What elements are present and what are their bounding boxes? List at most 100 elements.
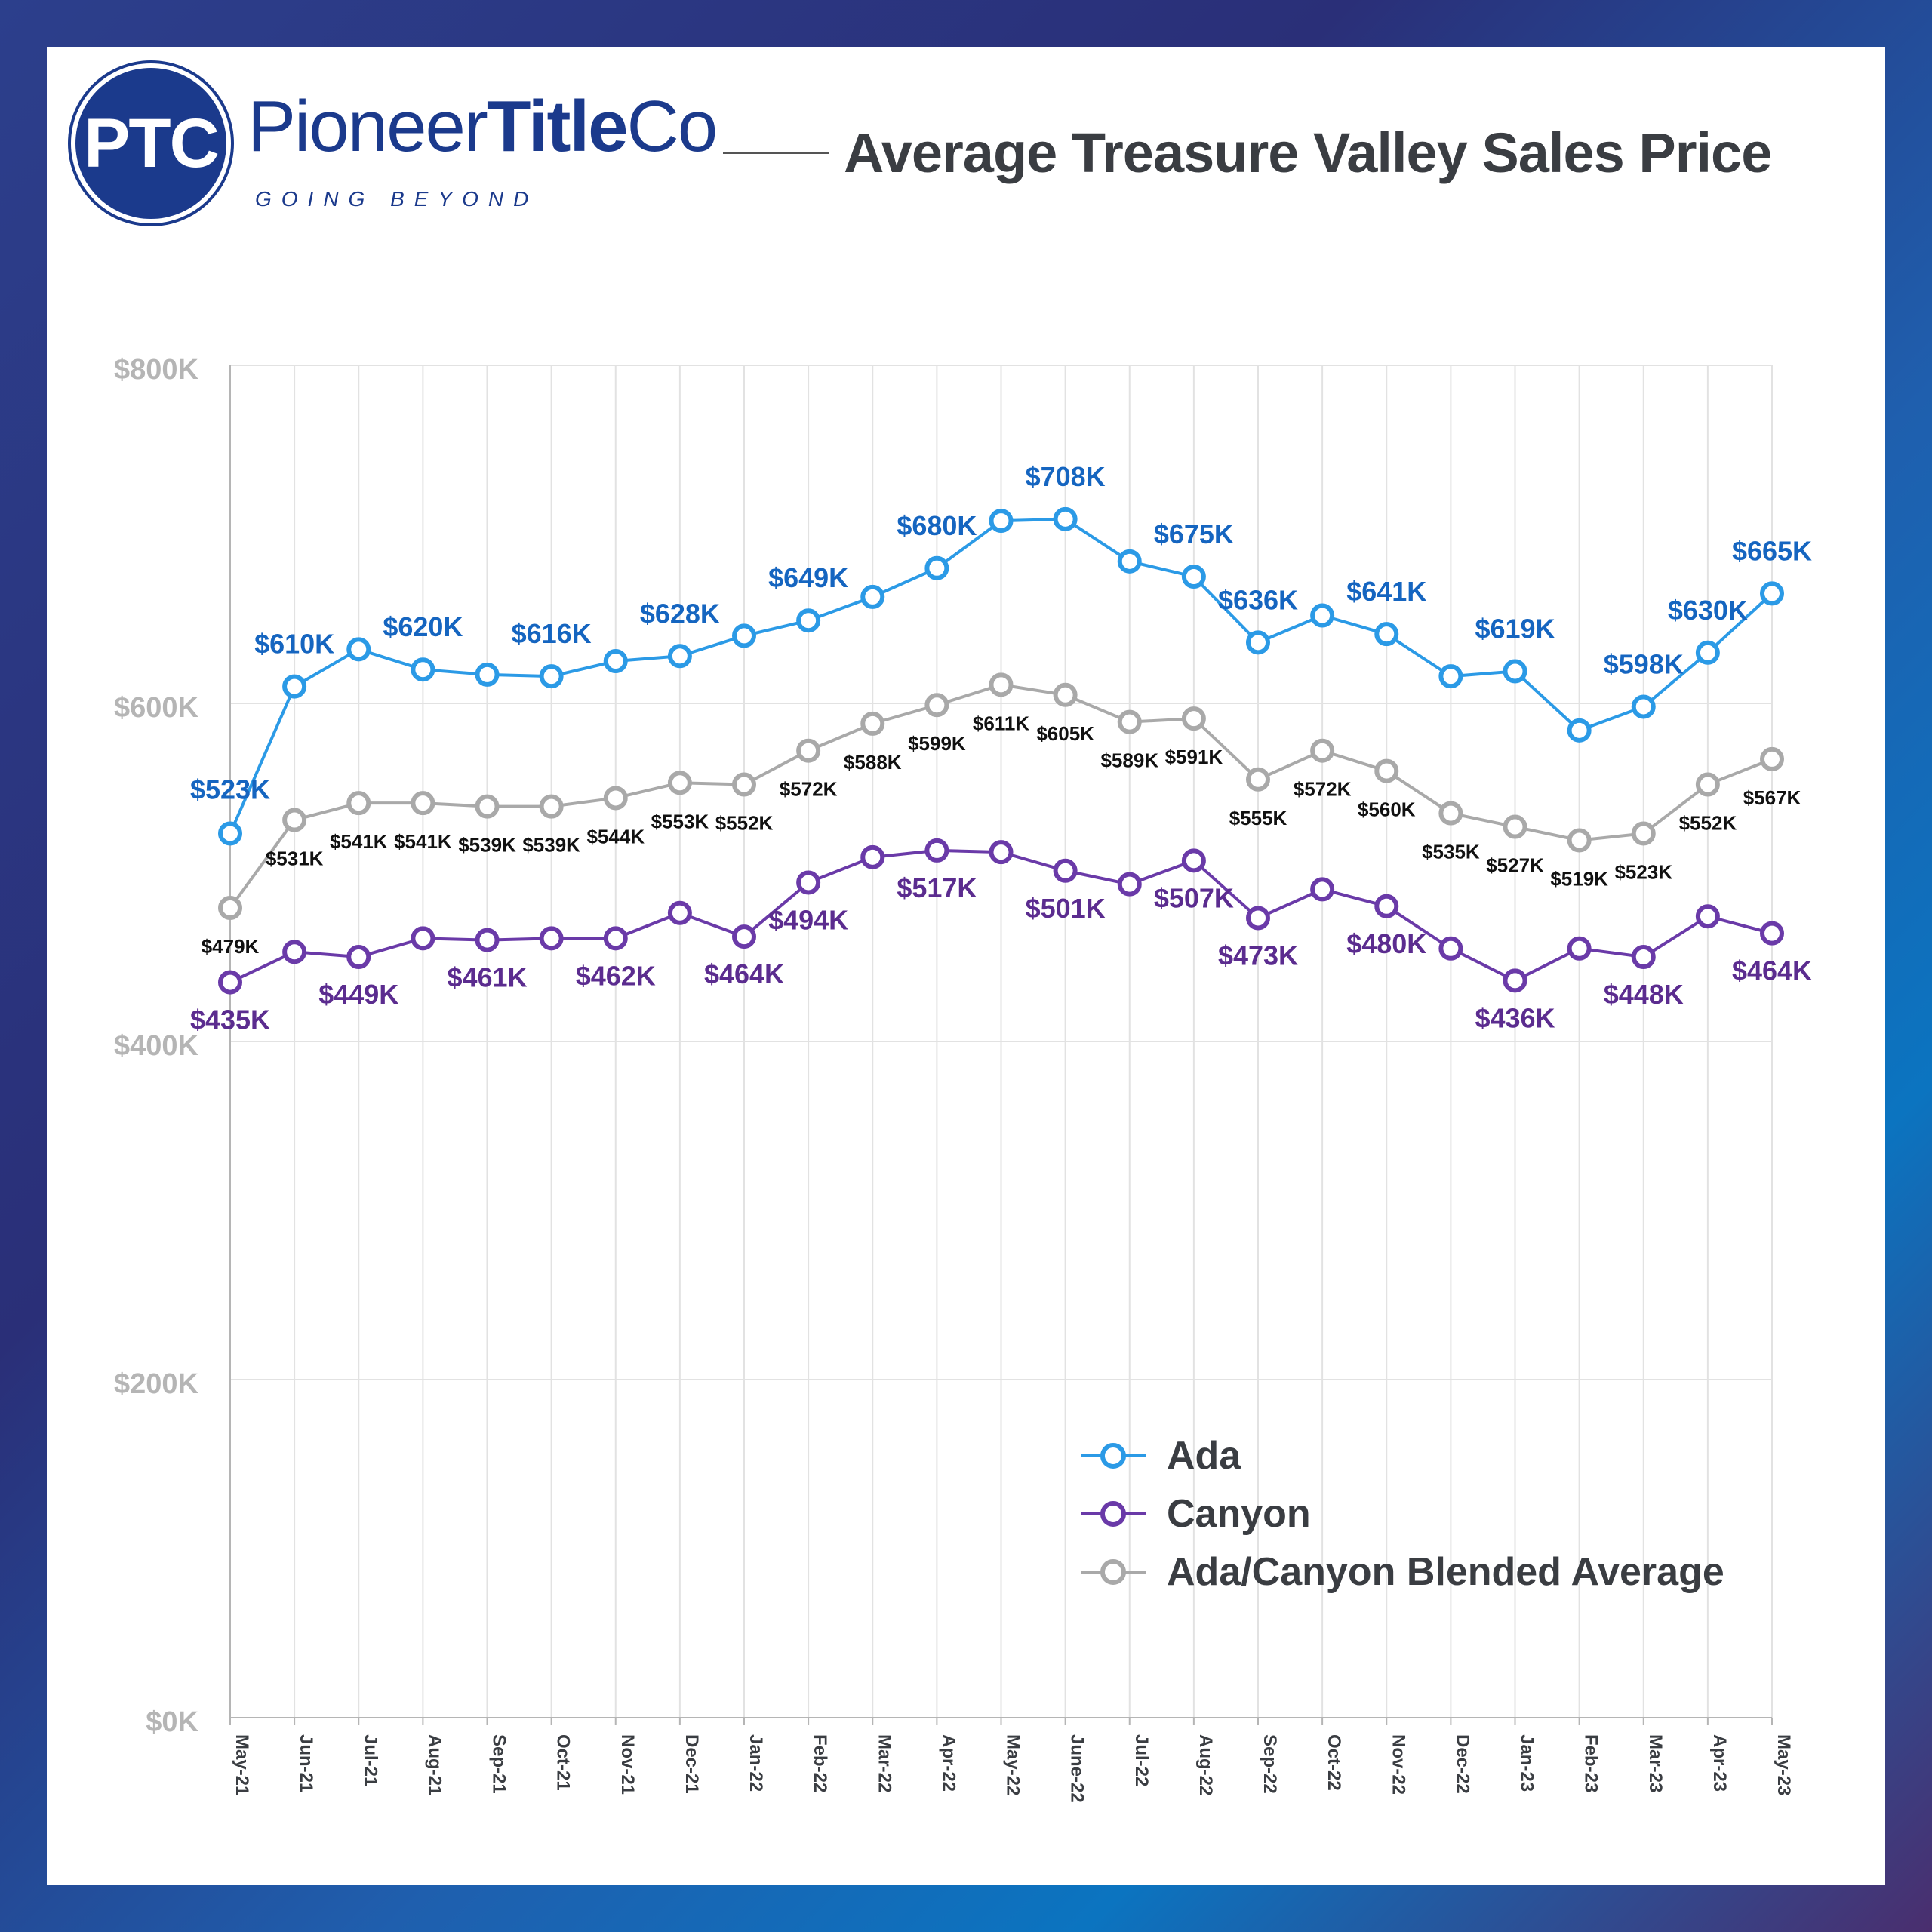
- data-point: [1438, 801, 1463, 826]
- x-tick-label: May-23: [1774, 1734, 1794, 1795]
- data-point: [1374, 758, 1399, 783]
- data-label: $567K: [1743, 786, 1801, 809]
- data-label: $588K: [844, 751, 902, 774]
- data-point: [1695, 772, 1720, 797]
- legend-marker-circle: [1100, 1442, 1126, 1469]
- x-tick-label: Apr-22: [938, 1734, 958, 1792]
- x-tick-label: Oct-21: [553, 1734, 574, 1791]
- data-point: [1246, 630, 1270, 655]
- legend-label: Canyon: [1167, 1491, 1311, 1536]
- data-point: [1567, 828, 1592, 853]
- x-tick-label: Jul-21: [360, 1734, 380, 1786]
- x-tick-label: Aug-21: [424, 1734, 445, 1795]
- data-label: $641K: [1346, 576, 1426, 607]
- x-tick-label: Feb-23: [1581, 1734, 1601, 1792]
- data-point: [667, 771, 692, 795]
- legend-marker: [1081, 1500, 1146, 1527]
- x-tick-label: Nov-21: [617, 1734, 638, 1795]
- data-label: $519K: [1550, 867, 1608, 890]
- data-point: [218, 821, 242, 846]
- data-point: [1246, 906, 1270, 931]
- data-point: [1181, 565, 1206, 589]
- data-label: $649K: [768, 562, 848, 593]
- data-label: $480K: [1346, 928, 1426, 959]
- data-point: [1631, 821, 1656, 846]
- data-label: $560K: [1358, 798, 1416, 821]
- data-point: [1053, 858, 1078, 883]
- data-point: [1631, 945, 1656, 969]
- data-label: $708K: [1026, 461, 1106, 492]
- data-point: [924, 693, 949, 718]
- x-tick-label: Jan-23: [1517, 1734, 1537, 1792]
- data-point: [1374, 622, 1399, 647]
- brand-part-bold: Title: [486, 86, 629, 167]
- data-point: [860, 844, 885, 869]
- data-label: $507K: [1154, 882, 1234, 913]
- data-point: [1117, 872, 1142, 897]
- data-label: $539K: [458, 834, 516, 857]
- data-point: [218, 970, 242, 995]
- data-label: $527K: [1486, 854, 1544, 877]
- data-label: $591K: [1165, 746, 1223, 768]
- x-tick-label: Mar-23: [1645, 1734, 1666, 1792]
- data-point: [989, 672, 1014, 697]
- data-point: [282, 808, 307, 832]
- data-label: $675K: [1154, 518, 1234, 549]
- data-label: $539K: [522, 834, 580, 857]
- data-point: [1631, 694, 1656, 719]
- x-tick-label: Feb-22: [810, 1734, 830, 1792]
- data-label: $448K: [1604, 979, 1684, 1010]
- data-point: [1310, 603, 1335, 628]
- data-label: $544K: [586, 825, 645, 848]
- data-point: [282, 940, 307, 964]
- x-tick-label: Jul-22: [1131, 1734, 1152, 1786]
- data-point: [411, 791, 435, 816]
- data-point: [282, 674, 307, 699]
- data-point: [1438, 936, 1463, 961]
- data-label: $436K: [1475, 1002, 1555, 1033]
- data-label: $553K: [651, 810, 709, 832]
- data-label: $665K: [1732, 535, 1812, 566]
- y-tick-label: $0K: [146, 1706, 198, 1738]
- data-point: [732, 924, 756, 949]
- y-tick-label: $400K: [114, 1030, 199, 1062]
- data-label: $531K: [266, 848, 324, 870]
- data-label: $636K: [1218, 584, 1298, 615]
- data-point: [796, 738, 821, 763]
- data-label: $619K: [1475, 613, 1555, 644]
- logo-mark-text: PTC: [84, 104, 220, 182]
- data-label: $523K: [1614, 860, 1672, 883]
- y-tick-label: $200K: [114, 1368, 199, 1400]
- brand-part-1: Pioneer: [248, 86, 488, 167]
- data-point: [989, 840, 1014, 865]
- data-point: [346, 637, 371, 662]
- data-label: $501K: [1026, 893, 1106, 924]
- legend-marker: [1081, 1442, 1146, 1469]
- x-tick-label: Dec-22: [1452, 1734, 1472, 1794]
- x-tick-label: Sep-21: [489, 1734, 509, 1794]
- data-point: [924, 838, 949, 863]
- brand-part-2: Co: [626, 86, 718, 167]
- data-label: $464K: [1732, 955, 1812, 986]
- x-tick-label: Sep-22: [1260, 1734, 1280, 1794]
- data-point: [1503, 968, 1527, 993]
- data-point: [796, 608, 821, 633]
- legend-label: Ada: [1167, 1433, 1241, 1478]
- data-point: [475, 928, 500, 952]
- data-point: [603, 786, 628, 811]
- data-label: $517K: [897, 872, 977, 903]
- data-label: $611K: [973, 712, 1029, 734]
- data-point: [860, 584, 885, 609]
- data-point: [732, 772, 756, 797]
- data-label: $449K: [318, 979, 398, 1010]
- legend-item: Canyon: [1079, 1484, 1724, 1543]
- data-label: $552K: [715, 812, 774, 835]
- data-label: $552K: [1679, 812, 1737, 835]
- data-label: $479K: [202, 935, 260, 958]
- data-label: $535K: [1422, 841, 1480, 863]
- data-label: $628K: [640, 598, 720, 629]
- data-point: [539, 664, 564, 689]
- data-point: [667, 900, 692, 925]
- data-point: [1760, 746, 1784, 771]
